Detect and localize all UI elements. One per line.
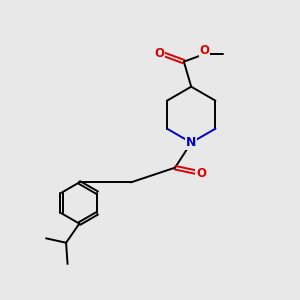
Text: N: N [186,136,196,149]
Text: O: O [154,47,164,60]
Text: O: O [200,44,210,57]
Text: O: O [196,167,206,180]
